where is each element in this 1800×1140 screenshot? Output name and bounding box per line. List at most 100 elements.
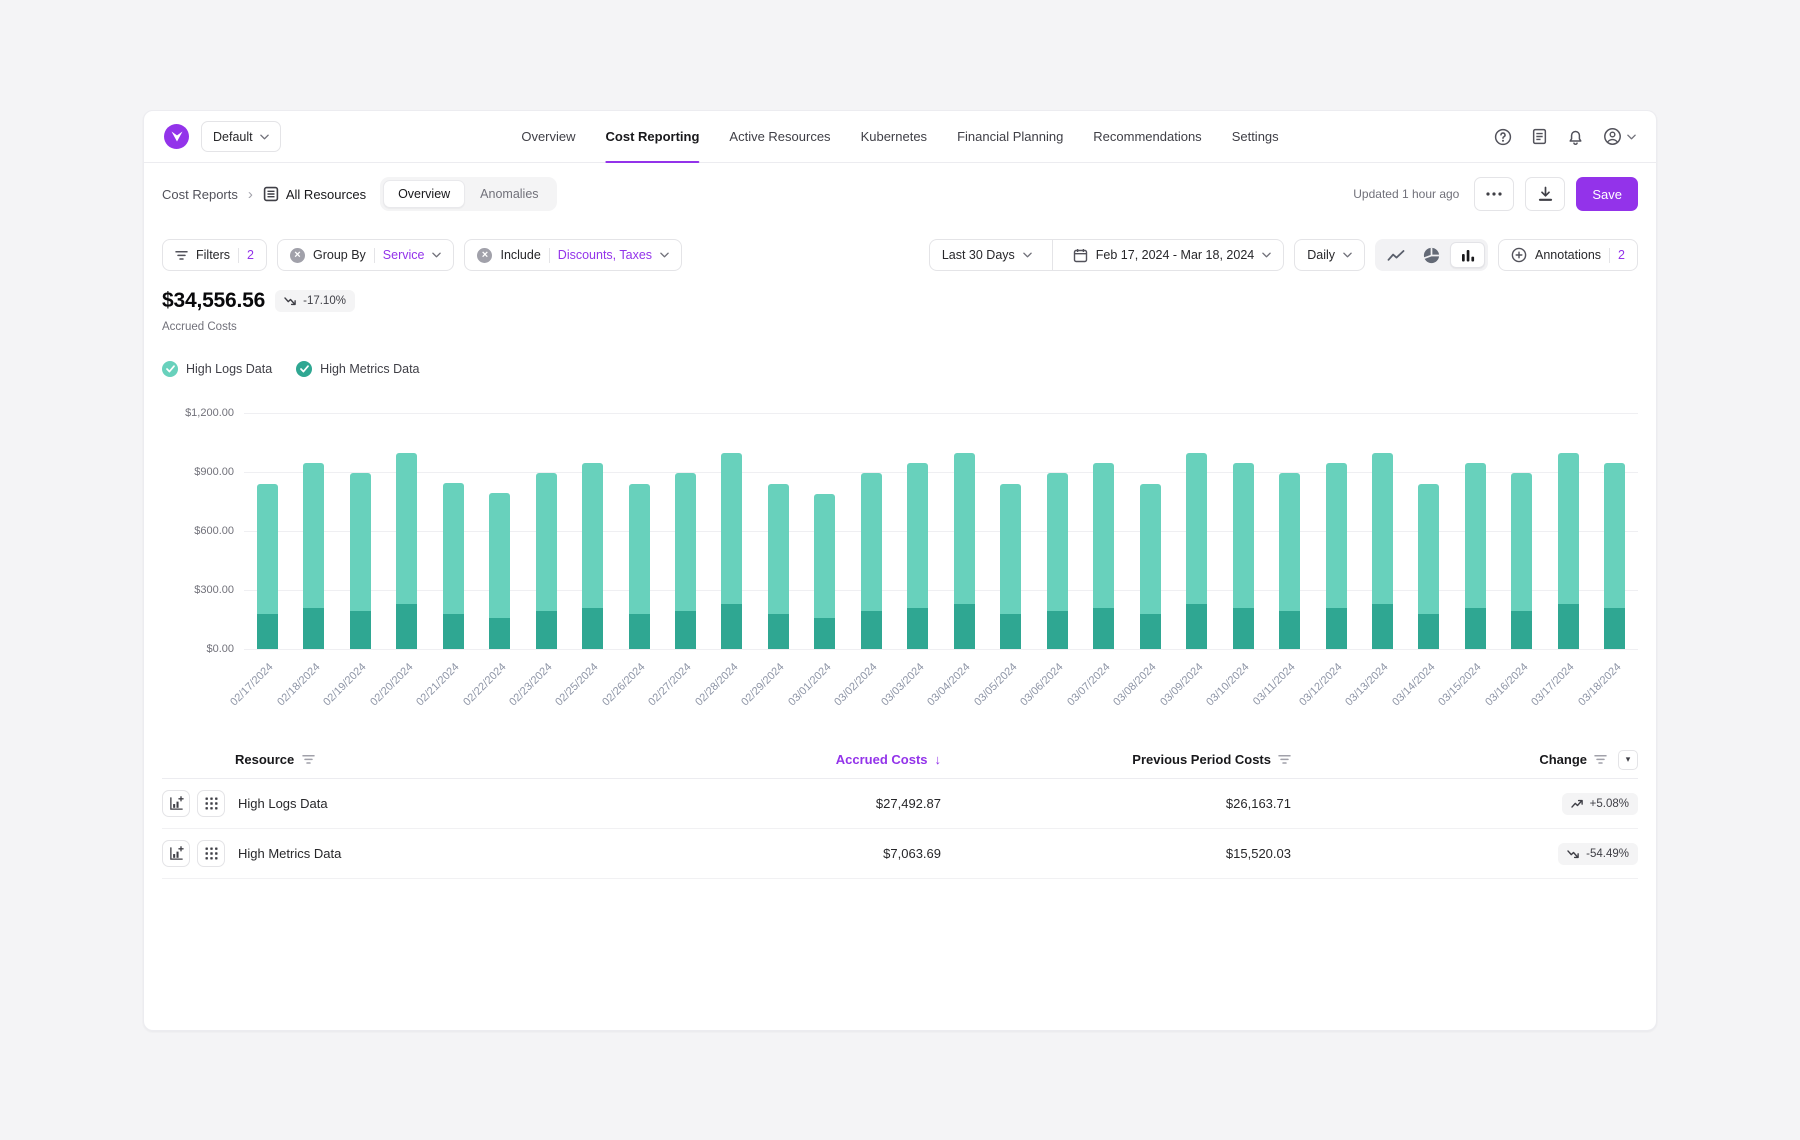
download-icon	[1538, 186, 1553, 202]
granularity-select[interactable]: Daily	[1294, 239, 1365, 271]
line-chart-icon	[1387, 248, 1405, 263]
bar-03/15/2024[interactable]	[1465, 463, 1486, 649]
column-header-change[interactable]: Change ▾	[1291, 750, 1638, 770]
bar-02/19/2024[interactable]	[350, 473, 371, 649]
legend-item-high-logs[interactable]: High Logs Data	[162, 361, 272, 377]
annotations-button[interactable]: Annotations 2	[1498, 239, 1638, 271]
grid-view-button[interactable]	[197, 840, 225, 867]
bar-03/03/2024[interactable]	[907, 463, 928, 649]
column-header-resource[interactable]: Resource	[162, 752, 632, 767]
bar-segment-high-metrics-data	[1186, 604, 1207, 649]
nav-item-overview[interactable]: Overview	[521, 111, 575, 162]
more-options-button[interactable]	[1474, 177, 1514, 211]
bar-03/08/2024[interactable]	[1140, 484, 1161, 649]
table-row-high-logs[interactable]: High Logs Data $27,492.87 $26,163.71 +5.…	[162, 779, 1638, 829]
bar-02/20/2024[interactable]	[396, 453, 417, 649]
change-options-dropdown[interactable]: ▾	[1618, 750, 1638, 770]
bar-02/25/2024[interactable]	[582, 463, 603, 649]
bar-02/26/2024[interactable]	[629, 484, 650, 649]
legend-item-high-metrics[interactable]: High Metrics Data	[296, 361, 419, 377]
user-menu[interactable]	[1603, 127, 1636, 146]
bar-segment-high-metrics-data	[1465, 608, 1486, 649]
filters-button[interactable]: Filters 2	[162, 239, 267, 271]
main-nav-menu: Overview Cost Reporting Active Resources…	[521, 111, 1278, 162]
breadcrumb-all-resources[interactable]: All Resources	[263, 186, 366, 202]
tab-overview[interactable]: Overview	[383, 180, 465, 208]
bar-03/07/2024[interactable]	[1093, 463, 1114, 649]
bar-segment-high-metrics-data	[1558, 604, 1579, 649]
x-axis-label: 02/18/2024	[275, 661, 322, 708]
bar-03/11/2024[interactable]	[1279, 473, 1300, 649]
remove-group-by-icon[interactable]: ×	[290, 248, 305, 263]
bar-segment-high-logs-data	[1279, 473, 1300, 611]
nav-item-cost-reporting[interactable]: Cost Reporting	[606, 111, 700, 162]
filter-funnel-icon[interactable]	[1278, 754, 1291, 765]
x-axis-label: 03/05/2024	[972, 661, 1019, 708]
open-chart-button[interactable]	[162, 790, 190, 817]
bar-02/23/2024[interactable]	[536, 473, 557, 649]
nav-item-financial-planning[interactable]: Financial Planning	[957, 111, 1063, 162]
previous-cost-cell: $15,520.03	[941, 846, 1291, 861]
save-button[interactable]: Save	[1576, 177, 1638, 211]
column-header-previous-period[interactable]: Previous Period Costs	[941, 752, 1291, 767]
bar-03/16/2024[interactable]	[1511, 473, 1532, 649]
filter-funnel-icon[interactable]	[1594, 754, 1607, 765]
bar-03/05/2024[interactable]	[1000, 484, 1021, 649]
bar-segment-high-metrics-data	[1233, 608, 1254, 649]
download-button[interactable]	[1525, 177, 1565, 211]
bar-02/21/2024[interactable]	[443, 483, 464, 649]
nav-item-settings[interactable]: Settings	[1232, 111, 1279, 162]
include-control[interactable]: × Include Discounts, Taxes	[464, 239, 682, 271]
grid-view-button[interactable]	[197, 790, 225, 817]
bar-chart-type-button[interactable]	[1450, 242, 1485, 268]
bar-03/12/2024[interactable]	[1326, 463, 1347, 649]
period-select[interactable]: Last 30 Days	[930, 240, 1044, 270]
include-label: Include	[500, 248, 540, 262]
pie-chart-type-button[interactable]	[1414, 242, 1449, 268]
open-chart-button[interactable]	[162, 840, 190, 867]
bar-02/28/2024[interactable]	[721, 453, 742, 649]
gridline	[244, 649, 1638, 650]
bar-03/13/2024[interactable]	[1372, 453, 1393, 649]
bar-02/18/2024[interactable]	[303, 463, 324, 649]
line-chart-type-button[interactable]	[1378, 242, 1413, 268]
nav-item-active-resources[interactable]: Active Resources	[729, 111, 830, 162]
resource-header-label: Resource	[235, 752, 294, 767]
docs-icon[interactable]	[1531, 128, 1548, 145]
bar-03/02/2024[interactable]	[861, 473, 882, 649]
table-row-high-metrics[interactable]: High Metrics Data $7,063.69 $15,520.03 -…	[162, 829, 1638, 879]
resource-name[interactable]: High Metrics Data	[238, 846, 341, 861]
bar-03/17/2024[interactable]	[1558, 453, 1579, 649]
bar-02/22/2024[interactable]	[489, 493, 510, 649]
vantage-logo-icon[interactable]	[164, 124, 189, 149]
x-axis-label: 03/01/2024	[786, 661, 833, 708]
remove-include-icon[interactable]: ×	[477, 248, 492, 263]
nav-item-recommendations[interactable]: Recommendations	[1093, 111, 1201, 162]
bar-03/04/2024[interactable]	[954, 453, 975, 649]
column-header-accrued-costs[interactable]: Accrued Costs ↓	[632, 752, 941, 767]
date-range-picker[interactable]: Feb 17, 2024 - Mar 18, 2024	[1061, 240, 1283, 270]
filter-funnel-icon[interactable]	[302, 754, 315, 765]
previous-cost-cell: $26,163.71	[941, 796, 1291, 811]
notifications-bell-icon[interactable]	[1567, 128, 1584, 146]
x-axis-label: 03/14/2024	[1390, 661, 1437, 708]
bar-03/10/2024[interactable]	[1233, 463, 1254, 649]
help-icon[interactable]	[1494, 128, 1512, 146]
bar-02/17/2024[interactable]	[257, 484, 278, 649]
bar-segment-high-logs-data	[1418, 484, 1439, 614]
workspace-selector[interactable]: Default	[201, 121, 281, 152]
bar-03/06/2024[interactable]	[1047, 473, 1068, 649]
bar-03/01/2024[interactable]	[814, 494, 835, 649]
bar-02/29/2024[interactable]	[768, 484, 789, 649]
x-axis-label: 03/11/2024	[1251, 661, 1298, 708]
nav-item-kubernetes[interactable]: Kubernetes	[861, 111, 928, 162]
group-by-control[interactable]: × Group By Service	[277, 239, 455, 271]
bar-03/14/2024[interactable]	[1418, 484, 1439, 649]
resource-name[interactable]: High Logs Data	[238, 796, 328, 811]
breadcrumb-cost-reports[interactable]: Cost Reports	[162, 187, 238, 202]
bar-02/27/2024[interactable]	[675, 473, 696, 649]
tab-anomalies[interactable]: Anomalies	[465, 180, 553, 208]
bar-03/18/2024[interactable]	[1604, 463, 1625, 649]
bar-03/09/2024[interactable]	[1186, 453, 1207, 649]
x-axis-label: 02/26/2024	[600, 661, 647, 708]
